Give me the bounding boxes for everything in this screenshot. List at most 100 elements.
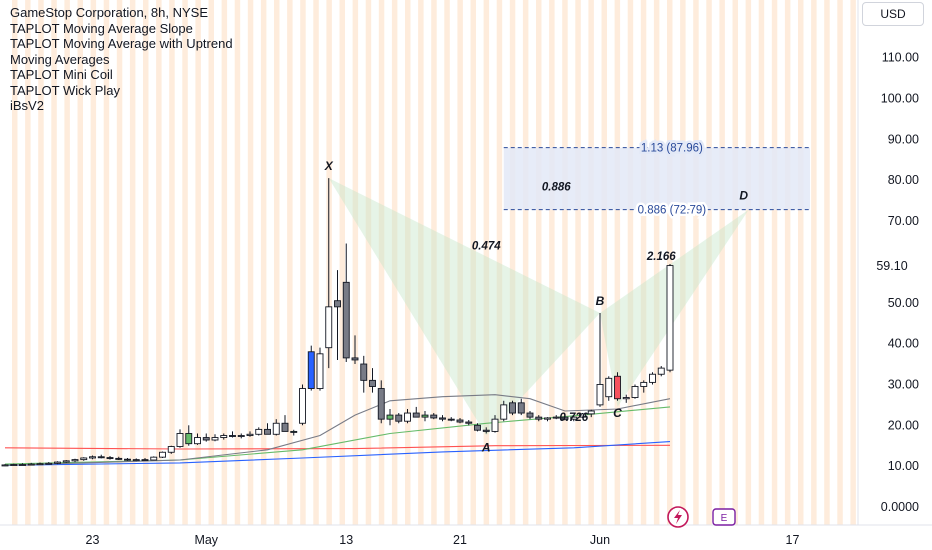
candle-body — [456, 419, 464, 423]
candle — [281, 415, 289, 432]
candle-body — [115, 457, 123, 460]
candle-body — [185, 433, 193, 445]
candle-body — [334, 300, 341, 308]
candle — [264, 423, 271, 435]
candle — [404, 408, 411, 424]
candle — [141, 457, 149, 462]
session-stripe — [549, 0, 555, 525]
candle — [474, 423, 481, 432]
e-icon[interactable]: E — [712, 508, 736, 526]
candle-body — [657, 367, 665, 375]
session-stripe — [732, 0, 738, 525]
legend-indicator[interactable]: TAPLOT Wick Play — [10, 82, 121, 98]
session-stripe — [391, 0, 398, 525]
legend-indicator[interactable]: Moving Averages — [10, 51, 110, 67]
session-stripe — [143, 0, 149, 525]
candle — [159, 451, 166, 458]
candle-body — [360, 363, 368, 381]
candle-body — [54, 461, 61, 464]
time-axis: 23 May 13 21 Jun 17 — [86, 533, 800, 547]
candle-body — [211, 437, 219, 441]
candle-body — [316, 353, 324, 389]
candle — [246, 431, 254, 437]
candle — [640, 380, 648, 393]
candle — [369, 368, 376, 393]
session-stripe — [405, 0, 411, 525]
legend-title: GameStop Corporation, 8h, NYSE — [10, 5, 208, 20]
price-tick-label: 20.00 — [888, 418, 919, 432]
candle — [299, 384, 306, 426]
candle-body — [517, 402, 525, 414]
session-stripe — [444, 0, 450, 525]
pattern-xab-fill — [328, 178, 600, 436]
session-stripe — [300, 0, 306, 525]
candle — [290, 429, 298, 436]
candle — [491, 415, 499, 433]
legend-indicator[interactable]: TAPLOT Moving Average with Uptrend — [10, 36, 233, 51]
candle-body — [605, 377, 613, 398]
candle-body — [666, 265, 674, 371]
session-stripe — [771, 0, 778, 525]
price-tick-label: 100.00 — [881, 92, 919, 106]
candle-body — [491, 418, 499, 432]
candle-body — [421, 414, 429, 418]
candle-body — [622, 397, 630, 400]
candle — [36, 462, 44, 466]
pattern-point-label: B — [596, 294, 605, 308]
candle — [167, 445, 175, 454]
session-stripe — [234, 0, 241, 525]
candle-body — [552, 416, 560, 419]
candle — [605, 376, 613, 401]
candle-body — [246, 433, 254, 436]
price-tick-label: 40.00 — [888, 337, 919, 351]
session-stripe — [601, 0, 607, 525]
candle-body — [351, 357, 359, 361]
candle-body — [404, 412, 411, 422]
time-tick-label: 13 — [339, 533, 353, 547]
candle — [106, 455, 114, 460]
candle — [124, 457, 131, 461]
candle — [316, 347, 324, 391]
session-stripe — [378, 0, 385, 525]
svg-text:E: E — [721, 513, 728, 524]
session-stripe — [509, 0, 516, 525]
target-lower-label: 0.886 (72.79) — [638, 205, 707, 217]
time-tick-label: 21 — [453, 533, 467, 547]
candle-body — [307, 351, 315, 389]
candle-body — [587, 410, 595, 415]
session-stripe — [483, 0, 490, 525]
harmonic-pattern-labels: X A B C D 0.474 0.886 2.166 0.726 — [324, 159, 749, 454]
candle — [421, 411, 429, 422]
pattern-ratio-label: 0.474 — [472, 241, 501, 253]
candle — [439, 415, 446, 422]
candle — [115, 456, 123, 461]
candle — [272, 419, 280, 436]
session-stripe — [536, 0, 542, 525]
pattern-point-label: X — [324, 159, 334, 173]
pattern-bcd-fill — [600, 209, 749, 407]
target-zone-fill — [503, 147, 810, 210]
price-tick-label: 110.00 — [882, 51, 919, 65]
session-stripe — [627, 0, 634, 525]
currency-button[interactable]: USD — [862, 2, 924, 26]
price-tick-label: 80.00 — [888, 173, 919, 187]
session-stripe — [837, 0, 843, 525]
candle — [255, 427, 263, 436]
candle-body — [124, 458, 131, 461]
legend-indicator[interactable]: TAPLOT Moving Average Slope — [10, 20, 193, 36]
price-tick-label: 10.00 — [888, 459, 919, 473]
price-tick-label: 0.0000 — [881, 500, 919, 514]
session-stripe — [25, 0, 31, 525]
time-tick-label: Jun — [590, 533, 610, 547]
legend-indicator[interactable]: iBsV2 — [10, 98, 44, 113]
legend-indicator[interactable]: TAPLOT Mini Coil — [10, 67, 113, 82]
lightning-icon[interactable] — [667, 506, 689, 528]
candle-body — [447, 418, 455, 421]
candle — [220, 433, 228, 440]
candle — [517, 398, 525, 416]
candle-body — [544, 417, 551, 420]
session-stripe — [38, 0, 44, 525]
session-stripe — [195, 0, 201, 525]
session-stripe — [116, 0, 123, 525]
